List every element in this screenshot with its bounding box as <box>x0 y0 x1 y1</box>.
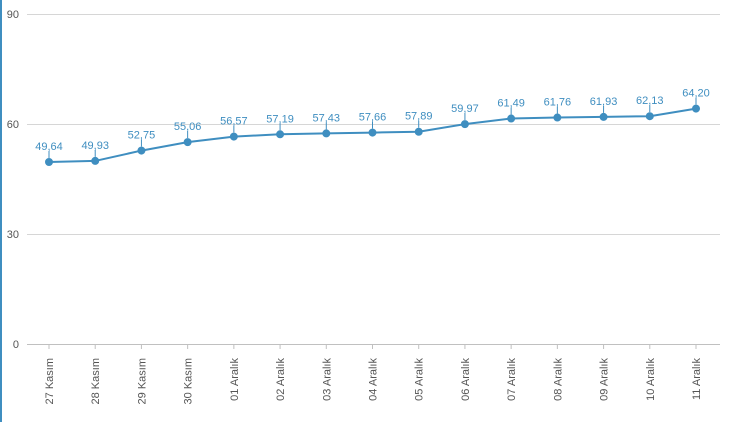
x-tick-label: 11 Aralık <box>691 358 703 400</box>
data-point <box>137 146 146 155</box>
axis-layer: 0 30 60 90 27 Kasım 28 Kasım 29 Kasım 30 Kasım 0… <box>7 9 703 404</box>
data-label: 57,66 <box>359 112 387 124</box>
data-label: 59,97 <box>451 103 479 115</box>
data-label: 52,75 <box>128 130 156 142</box>
data-point <box>229 132 238 141</box>
data-point <box>322 129 331 138</box>
x-tick-label: 28 Kasım <box>90 358 102 404</box>
left-edge-accent <box>0 0 2 422</box>
data-label: 55,06 <box>174 121 202 133</box>
data-label: 64,20 <box>682 88 710 100</box>
data-label: 56,57 <box>220 116 248 128</box>
data-label: 57,43 <box>313 112 341 124</box>
data-label: 57,89 <box>405 111 433 123</box>
x-tick-label: 10 Aralık <box>645 358 657 401</box>
x-tick-label: 02 Aralık <box>275 358 287 401</box>
data-point <box>599 112 608 121</box>
x-tick-label: 07 Aralık <box>506 358 518 401</box>
x-tick-label: 08 Aralık <box>552 358 564 401</box>
data-label: 57,19 <box>266 113 294 125</box>
data-point <box>645 112 654 121</box>
data-point <box>460 120 469 129</box>
data-label: 62,13 <box>636 95 664 107</box>
data-point <box>91 156 100 165</box>
x-tick-label: 09 Aralık <box>599 358 611 401</box>
data-point <box>368 128 377 137</box>
data-point <box>45 157 53 166</box>
y-tick-label-0: 0 <box>13 339 19 351</box>
x-tick-label: 04 Aralık <box>368 358 380 401</box>
x-tick-label: 27 Kasım <box>44 358 56 404</box>
data-label-layer: 49,64 49,93 52,75 55,06 56,57 57,19 57,43 57,66… <box>35 88 710 158</box>
data-point <box>183 138 192 147</box>
y-tick-label-90: 90 <box>7 9 19 21</box>
data-point <box>276 130 285 139</box>
data-point <box>507 114 516 123</box>
data-point <box>692 104 700 113</box>
data-point <box>414 127 423 136</box>
x-tick-label: 29 Kasım <box>136 358 148 404</box>
data-point <box>553 113 562 122</box>
series-layer <box>45 104 700 166</box>
data-label: 61,93 <box>590 96 618 108</box>
y-tick-label-60: 60 <box>7 119 19 131</box>
data-label: 61,76 <box>544 97 572 109</box>
x-tick-label: 03 Aralık <box>321 358 333 401</box>
y-tick-label-30: 30 <box>7 229 19 241</box>
x-tick-label: 05 Aralık <box>414 358 426 401</box>
data-label: 61,49 <box>497 98 525 110</box>
data-label: 49,64 <box>35 141 63 153</box>
data-label: 49,93 <box>81 140 109 152</box>
x-tick-label: 01 Aralık <box>229 358 241 401</box>
grid-layer <box>27 14 720 345</box>
x-tick-label: 06 Aralık <box>460 358 472 401</box>
x-tick-label: 30 Kasım <box>183 358 195 404</box>
